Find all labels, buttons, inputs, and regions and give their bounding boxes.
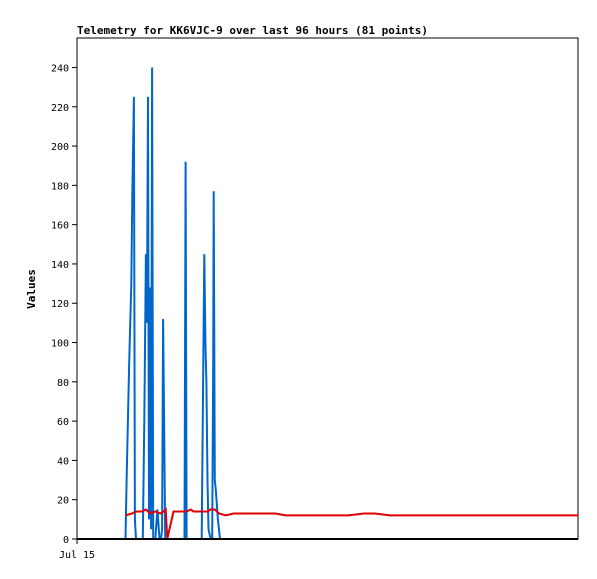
- chart-title: Telemetry for KK6VJC-9 over last 96 hour…: [77, 24, 428, 37]
- y-tick-label: 160: [51, 221, 69, 232]
- series-line-1: [125, 507, 578, 540]
- y-tick-label: 80: [57, 378, 69, 389]
- y-tick-label: 120: [51, 299, 69, 310]
- y-tick-label: 0: [63, 535, 69, 546]
- y-tick-label: 100: [51, 339, 69, 350]
- y-tick-label: 220: [51, 103, 69, 114]
- y-axis-label: Values: [25, 269, 38, 309]
- y-tick-label: 200: [51, 142, 69, 153]
- y-tick-label: 20: [57, 496, 69, 507]
- y-tick-label: 240: [51, 63, 69, 74]
- y-tick-label: 40: [57, 456, 69, 467]
- x-tick-label: Jul 15: [59, 550, 95, 561]
- plot-frame: [76, 37, 579, 540]
- y-tick-label: 60: [57, 417, 69, 428]
- y-tick-label: 140: [51, 260, 69, 271]
- y-axis: 0 20 40 60 80 100 120 140 160 180 200 220 240: [51, 63, 77, 546]
- series-layer: [77, 67, 578, 540]
- y-tick-label: 180: [51, 181, 69, 192]
